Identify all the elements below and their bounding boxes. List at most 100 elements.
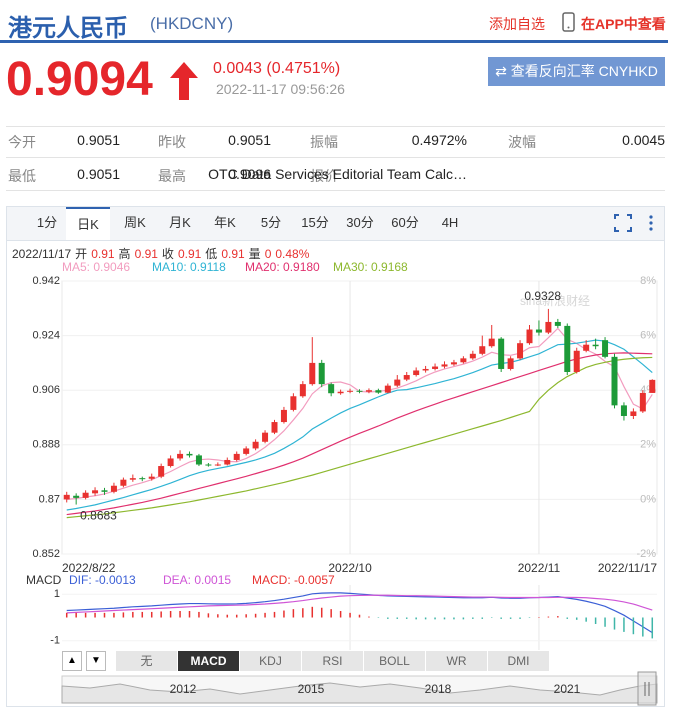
period-tab[interactable]: 月K <box>169 215 191 230</box>
chart-tools[interactable] <box>613 212 657 234</box>
candle-body <box>110 485 117 492</box>
candle-body <box>280 409 287 423</box>
info-label: 高 <box>118 247 131 261</box>
stat-value: 0.9051 <box>77 166 120 182</box>
indicator-tab[interactable]: DMI <box>488 651 549 671</box>
candle-body <box>167 458 174 467</box>
legend-entry: MA30: 0.9168 <box>333 260 408 274</box>
x-tick-label: 2022/11 <box>518 561 561 575</box>
period-tab[interactable]: 60分 <box>391 215 419 230</box>
macd-bar <box>169 611 172 618</box>
up-arrow <box>170 62 198 100</box>
macd-bar <box>424 617 427 620</box>
candle-body <box>318 362 325 385</box>
indicator-tab[interactable]: 无 <box>116 651 177 671</box>
info-value: 0.91 <box>134 247 158 261</box>
macd-bar <box>358 614 361 618</box>
macd-bar <box>302 608 304 618</box>
candle-body <box>224 459 231 465</box>
period-tab[interactable]: 日K <box>66 207 110 240</box>
macd-bar <box>519 617 521 619</box>
add-watchlist[interactable]: 添加自选 <box>489 16 545 32</box>
x-tick-label: 2022/10 <box>328 561 372 575</box>
y-tick-label: 0.942 <box>32 275 60 287</box>
period-tab[interactable]: 4H <box>441 215 459 230</box>
period-tab[interactable]: 15分 <box>301 215 329 230</box>
macd-bar <box>396 617 399 619</box>
navigator-label: 2012 <box>170 682 197 696</box>
title: 港元人民币 <box>8 15 128 42</box>
price: 0.9094 <box>6 53 153 106</box>
candle-body <box>564 325 571 372</box>
reverse-rate-button[interactable]: ⇄ 查看反向汇率 CNYHKD <box>488 57 665 86</box>
indicator-tab[interactable]: BOLL <box>364 651 425 671</box>
candle-body <box>469 353 476 359</box>
macd-bar <box>103 612 106 618</box>
stat-label: 报价 <box>310 168 338 184</box>
macd-bar <box>330 609 332 618</box>
candle-body <box>337 391 344 394</box>
macd-bar <box>113 612 115 618</box>
macd-bar <box>594 617 597 624</box>
macd-bar <box>623 617 625 632</box>
extreme-label: 0.9328 <box>524 289 561 303</box>
candle-body <box>535 329 542 333</box>
macd-bar <box>443 617 446 620</box>
navigator-label: 2015 <box>298 682 325 696</box>
candle-body <box>394 379 401 386</box>
candle-body <box>262 432 269 442</box>
indicator-tab[interactable]: ▼ <box>86 651 106 671</box>
period-tab[interactable]: 1分 <box>36 215 58 230</box>
period-tab[interactable]: 年K <box>214 215 236 230</box>
ma-line <box>66 339 653 511</box>
macd-bar <box>415 617 417 620</box>
info-label: 量 <box>248 247 261 261</box>
macd-bar <box>254 613 257 618</box>
indicator-tab[interactable]: WR <box>426 651 487 671</box>
macd-bar <box>538 617 540 618</box>
macd-bar <box>122 612 125 618</box>
period-tab[interactable]: 周K <box>124 215 146 230</box>
symbol-code: (HKDCNY) <box>150 14 234 33</box>
navigator-handle[interactable] <box>637 671 657 706</box>
macd-bar <box>179 611 181 618</box>
macd-bar <box>188 611 191 618</box>
macd-bar <box>575 617 578 620</box>
ma-line <box>66 352 653 516</box>
table-rule <box>6 157 665 158</box>
candle-body <box>309 362 316 385</box>
candle-body <box>214 464 221 466</box>
stat-label: 昨收 <box>158 134 186 150</box>
macd-bar <box>339 611 342 618</box>
y-tick-label: -1 <box>50 635 60 647</box>
view-in-app[interactable]: 在APP中查看 <box>581 16 666 32</box>
candle-body <box>517 343 524 359</box>
quote-time: 2022-11-17 09:56:26 <box>216 81 345 97</box>
macd-bar <box>509 617 512 619</box>
macd-bar <box>453 617 455 620</box>
macd-bar <box>642 617 644 637</box>
indicator-tab[interactable]: RSI <box>302 651 363 671</box>
info-value: 0.91 <box>91 247 115 261</box>
candle-body <box>583 344 590 351</box>
candle-body <box>148 476 155 479</box>
candle-body <box>545 321 552 333</box>
header-rule <box>0 40 668 43</box>
indicator-tab[interactable]: ▲ <box>62 651 82 671</box>
indicator-tab[interactable]: KDJ <box>240 651 301 671</box>
period-tab[interactable]: 5分 <box>260 215 282 230</box>
legend-entry: MA20: 0.9180 <box>245 260 320 274</box>
candle-body <box>101 490 108 492</box>
candle-body <box>328 384 335 394</box>
macd-line <box>66 592 653 634</box>
candle-body <box>365 390 372 392</box>
period-tab[interactable]: 30分 <box>346 215 374 230</box>
indicator-tab[interactable]: MACD <box>178 651 239 671</box>
info-label: 收 <box>161 247 174 261</box>
stat-label: 最高 <box>158 168 186 184</box>
price-change: 0.0043 (0.4751%) <box>213 60 341 77</box>
y2-tick-label: -2% <box>636 548 656 560</box>
info-value: 0 <box>264 247 272 261</box>
candle-body <box>177 453 184 459</box>
y2-tick-label: 0% <box>640 493 656 505</box>
